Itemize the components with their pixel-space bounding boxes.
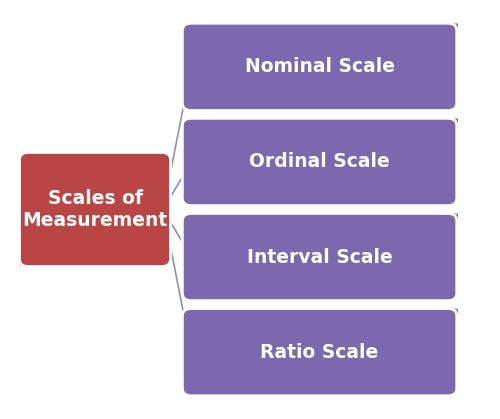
FancyBboxPatch shape — [182, 118, 457, 206]
FancyBboxPatch shape — [182, 23, 457, 111]
Polygon shape — [448, 23, 458, 103]
Polygon shape — [191, 308, 458, 316]
FancyBboxPatch shape — [20, 153, 171, 266]
Polygon shape — [191, 23, 458, 31]
Polygon shape — [448, 308, 458, 388]
Polygon shape — [191, 213, 458, 221]
Text: Scales of
Measurement: Scales of Measurement — [22, 189, 168, 230]
Polygon shape — [448, 213, 458, 293]
Polygon shape — [20, 259, 162, 266]
Text: Nominal Scale: Nominal Scale — [244, 57, 394, 76]
Polygon shape — [448, 118, 458, 198]
Text: Interval Scale: Interval Scale — [246, 248, 392, 266]
FancyBboxPatch shape — [182, 308, 457, 396]
Polygon shape — [20, 160, 28, 266]
FancyBboxPatch shape — [182, 213, 457, 301]
Text: Ordinal Scale: Ordinal Scale — [249, 153, 390, 171]
Text: Ratio Scale: Ratio Scale — [260, 343, 378, 362]
Polygon shape — [191, 118, 458, 126]
